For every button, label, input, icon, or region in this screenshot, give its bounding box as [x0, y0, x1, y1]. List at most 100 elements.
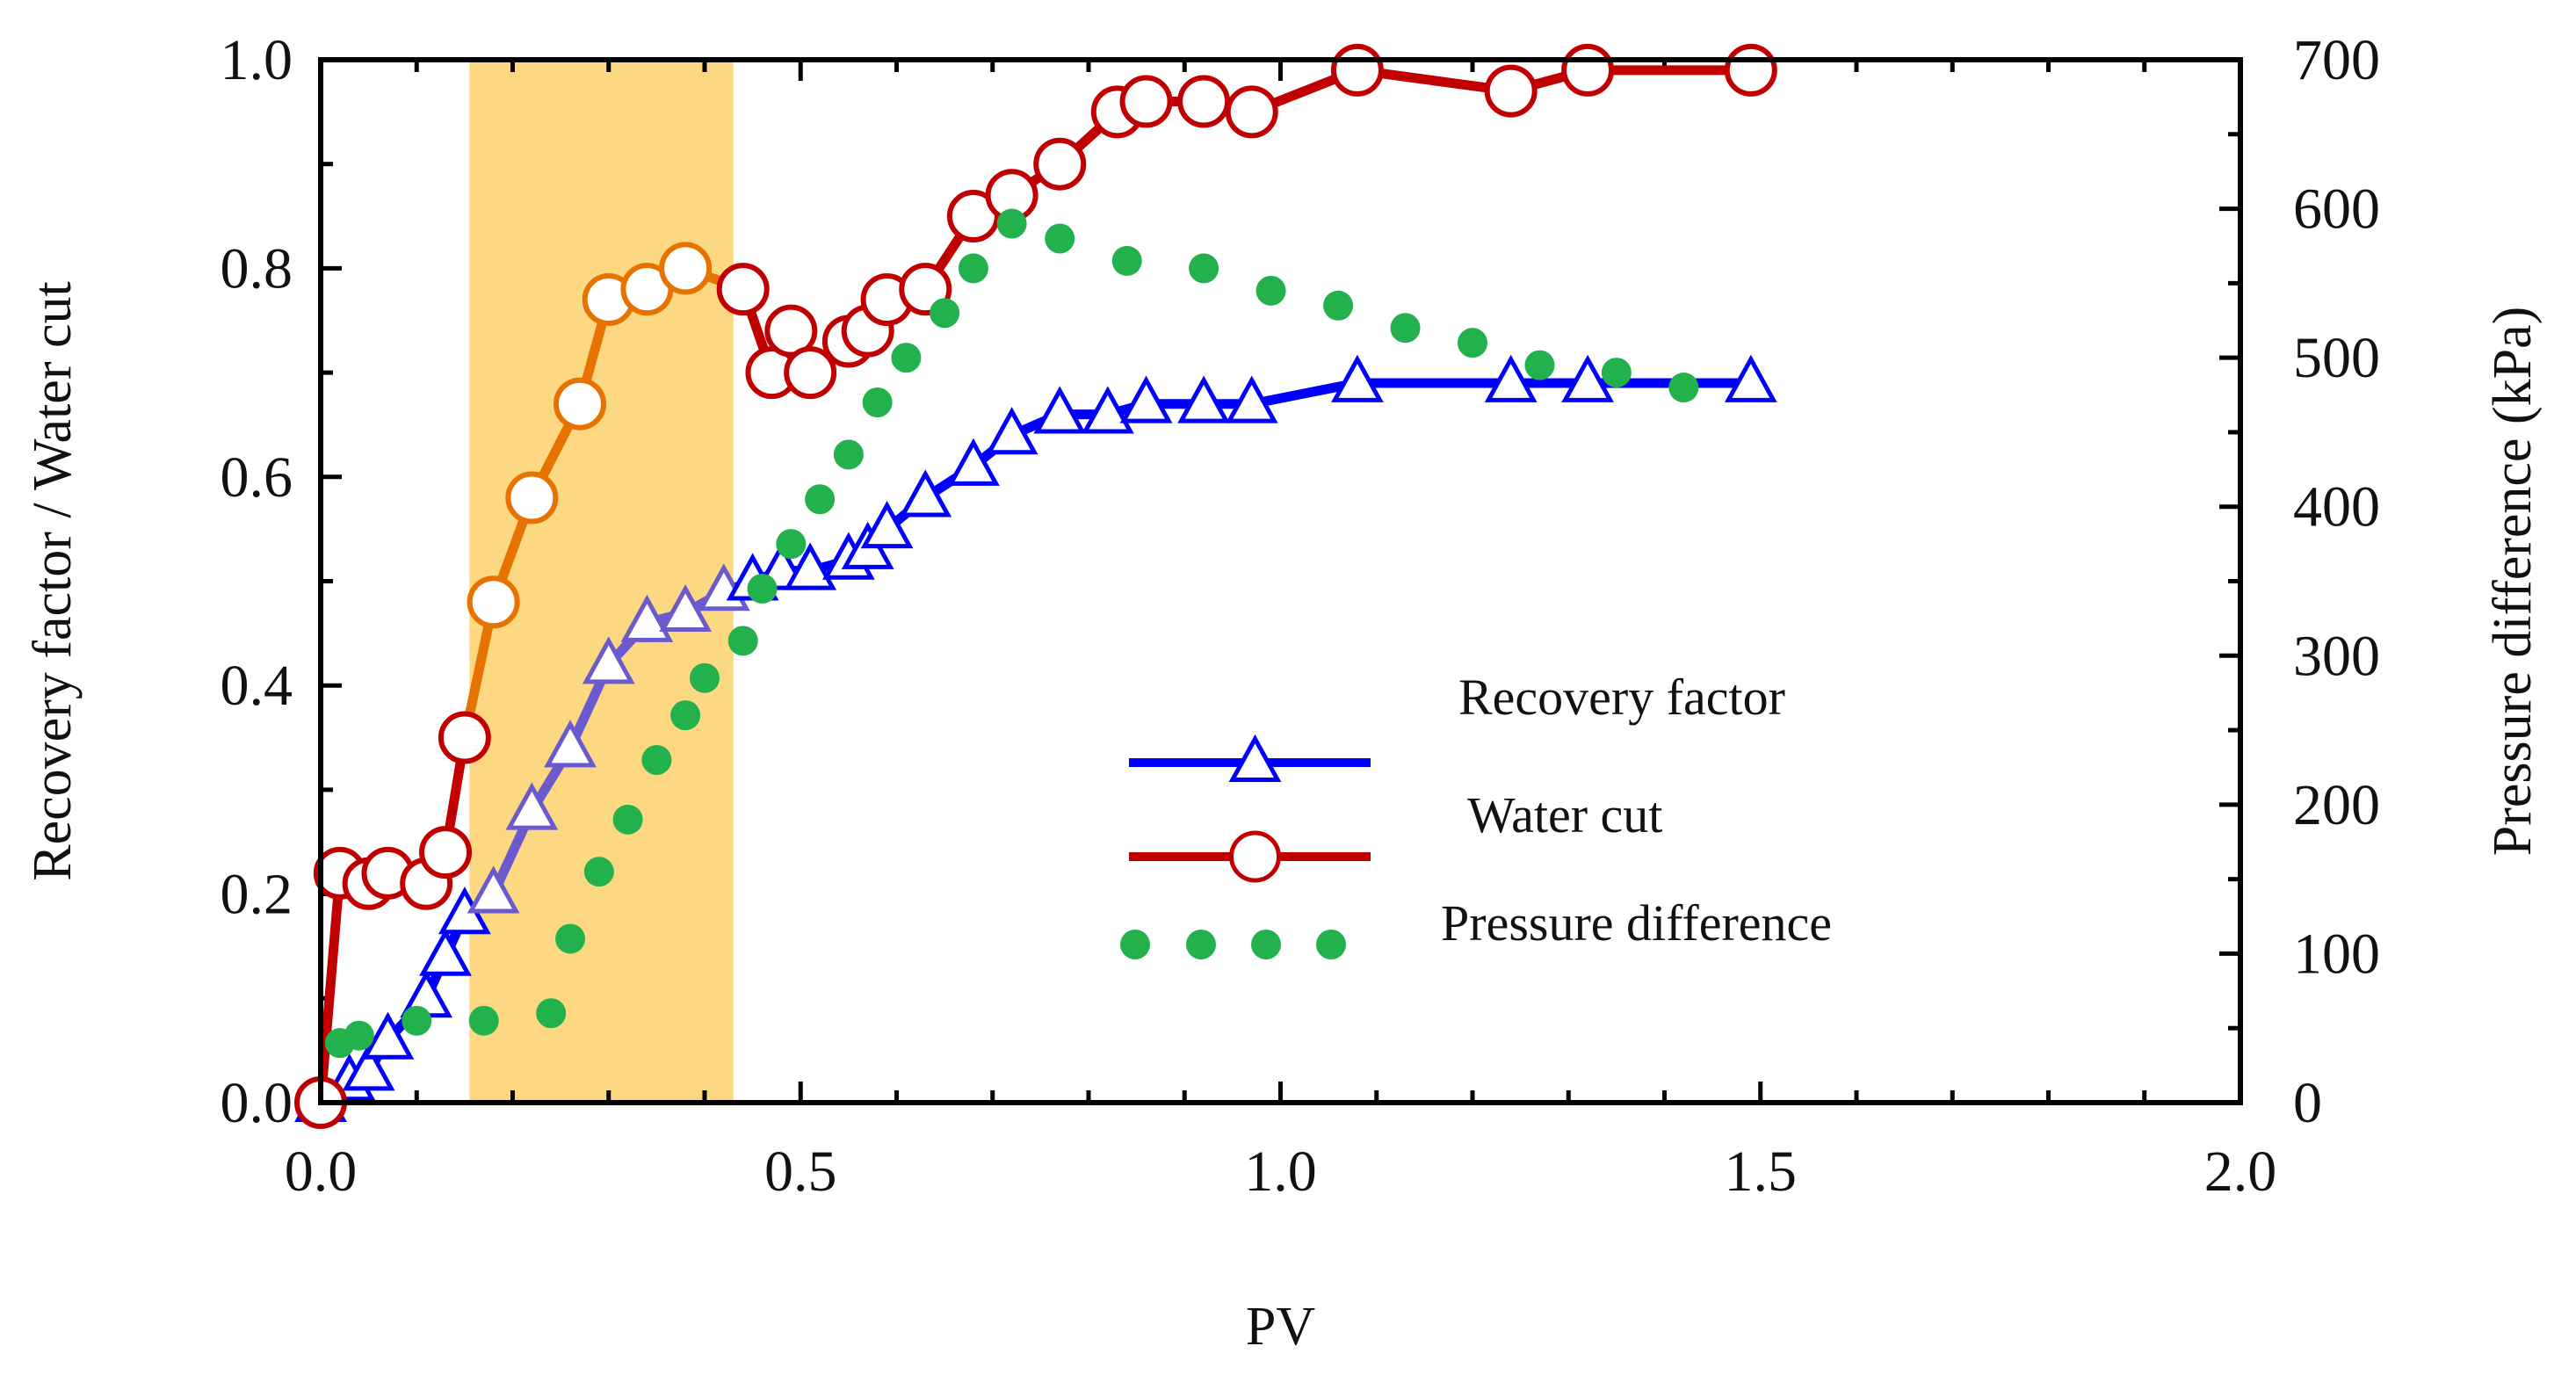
pressure-difference-point	[996, 208, 1027, 239]
water-cut-point	[419, 826, 473, 879]
recovery-factor-point	[947, 438, 1000, 486]
recovery-factor-point	[1484, 354, 1538, 402]
pressure-difference-point	[891, 343, 922, 373]
recovery-factor-point	[620, 594, 674, 642]
pressure-difference-point	[958, 253, 988, 284]
series-layer	[294, 43, 1777, 1129]
pressure-difference-point	[583, 857, 614, 887]
legend-label-water-cut: Water cut	[1467, 786, 1662, 843]
pressure-difference-point	[833, 439, 864, 470]
legend-label-pressure-difference: Pressure difference	[1441, 894, 1832, 952]
pressure-difference-point	[641, 744, 672, 775]
water-cut-point	[1724, 43, 1777, 97]
recovery-factor-point	[361, 1011, 415, 1060]
recovery-factor-point	[1033, 386, 1087, 434]
legend-marker-pressure-difference	[1120, 930, 1346, 959]
recovery-factor-point	[1331, 354, 1384, 402]
y2-tick-label: 200	[2293, 773, 2380, 837]
water-cut-point	[1561, 43, 1615, 97]
pressure-difference-point	[1524, 350, 1555, 380]
highlight-band	[469, 60, 734, 1103]
y-tick-label: 0.6	[221, 445, 293, 510]
legend-dot-pressure-difference	[1120, 930, 1150, 959]
y2-tick-label: 100	[2293, 922, 2380, 986]
recovery-factor-point	[1081, 386, 1134, 434]
recovery-factor-point	[1177, 375, 1230, 423]
legend-label-recovery-factor: Recovery factor	[1458, 669, 1785, 726]
recovery-factor-point	[467, 865, 520, 914]
legend-dot-pressure-difference	[1316, 930, 1346, 959]
x-tick-label: 1.0	[1244, 1140, 1317, 1204]
water-cut-point	[1033, 137, 1087, 191]
recovery-factor-point	[860, 500, 914, 549]
pressure-difference-point	[747, 573, 778, 604]
water-cut-point	[659, 242, 713, 295]
recovery-factor-point	[1561, 354, 1614, 402]
y-tick-label: 0.0	[221, 1071, 293, 1135]
y2-tick-label: 600	[2293, 177, 2380, 242]
pressure-difference-point	[776, 529, 807, 560]
recovery-factor-point	[985, 407, 1038, 455]
recovery-factor-point	[899, 469, 952, 517]
recovery-factor-point	[784, 542, 837, 590]
pressure-difference-point	[930, 298, 960, 329]
x-axis-title: PV	[1246, 1297, 1315, 1357]
pressure-difference-point	[1045, 223, 1075, 254]
pressure-difference-point	[344, 1020, 374, 1051]
recovery-factor-point	[342, 1043, 395, 1091]
recovery-factor-segment	[1247, 378, 1363, 409]
legend-dot-pressure-difference	[1251, 930, 1281, 959]
water-cut-point	[1484, 64, 1538, 118]
water-cut-point	[438, 711, 491, 764]
water-cut-point	[467, 575, 520, 629]
water-cut-point	[553, 377, 606, 431]
pressure-difference-point	[612, 804, 643, 835]
x-tick-label: 0.0	[285, 1140, 358, 1204]
legend-dot-pressure-difference	[1186, 930, 1216, 959]
legend: Recovery factor Water cut Pressure diffe…	[1120, 669, 1832, 959]
recovery-factor-point	[1225, 375, 1278, 423]
y-tick-label: 1.0	[221, 28, 293, 92]
pressure-difference-point	[1323, 290, 1354, 321]
pressure-difference-point	[1189, 253, 1219, 284]
y2-tick-label: 700	[2293, 28, 2380, 92]
pressure-difference-point	[805, 484, 836, 515]
pressure-difference-point	[1458, 328, 1487, 358]
pressure-difference-point	[1668, 373, 1699, 403]
tick-labels: 0.0 0.5 1.0 1.5 2.0 0.0 0.2 0.4 0.6 0.8 1.0 0 100 200…	[221, 28, 2381, 1204]
pressure-difference-point	[1601, 358, 1632, 388]
y-axis-title: Recovery factor / Water cut	[23, 281, 83, 880]
y2-tick-label: 500	[2293, 326, 2380, 390]
pressure-difference-point	[1255, 275, 1286, 306]
y-tick-label: 0.8	[221, 236, 293, 300]
y2-axis-title: Pressure difference (kPa)	[2483, 307, 2543, 856]
y2-tick-label: 300	[2293, 624, 2380, 688]
x-tick-label: 0.5	[764, 1140, 837, 1204]
recovery-factor-point	[544, 720, 597, 768]
water-cut-point	[716, 263, 770, 316]
water-cut-segment	[315, 868, 345, 1108]
pressure-difference-point	[690, 662, 720, 693]
pressure-difference-point	[727, 626, 758, 656]
water-cut-point	[505, 471, 559, 525]
recovery-factor-point	[659, 583, 713, 633]
pressure-difference-point	[670, 700, 701, 731]
pressure-difference-point	[1390, 313, 1421, 344]
pressure-difference-point	[555, 923, 586, 954]
recovery-factor-point	[505, 782, 559, 830]
water-cut-point	[1225, 85, 1278, 139]
y2-tick-label: 0	[2293, 1071, 2322, 1135]
pressure-difference-point	[468, 1005, 499, 1036]
water-cut-point	[1119, 75, 1173, 128]
water-cut-point	[1330, 43, 1384, 97]
pressure-difference-point	[862, 387, 893, 418]
recovery-factor-point	[1724, 354, 1777, 402]
recovery-factor-point	[582, 636, 635, 684]
recovery-factor-point	[1119, 375, 1173, 423]
y-tick-label: 0.2	[221, 863, 293, 927]
x-tick-label: 1.5	[1725, 1140, 1798, 1204]
y2-tick-label: 400	[2293, 475, 2380, 539]
water-cut-point	[1177, 75, 1231, 128]
